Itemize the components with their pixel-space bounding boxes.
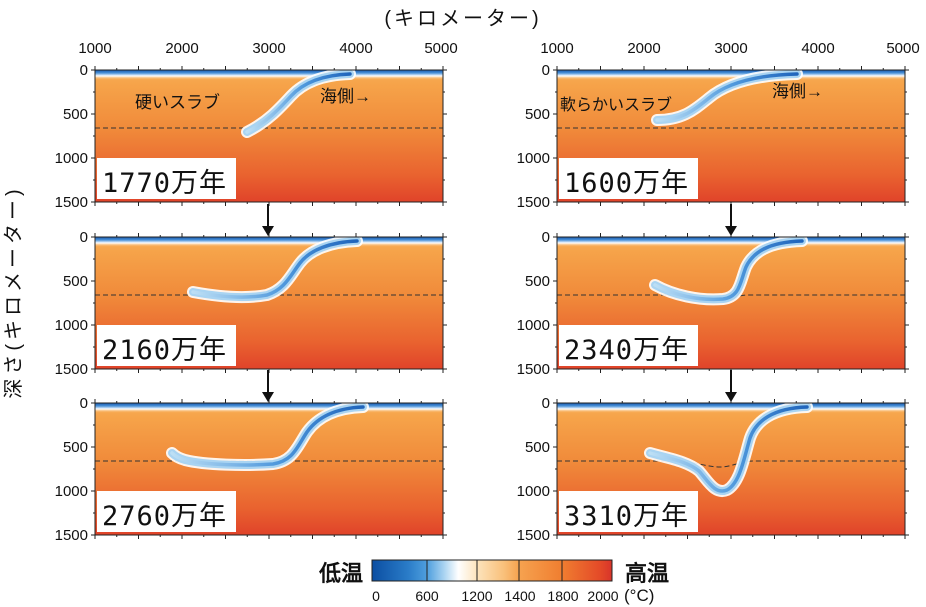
slab-type-label: 軟らかいスラブ	[560, 95, 672, 114]
y-tick-label: 1500	[55, 361, 88, 378]
surface-plate	[95, 237, 443, 247]
surface-plate	[557, 237, 905, 247]
surface-plate	[557, 403, 905, 413]
y-tick-label: 500	[63, 273, 88, 290]
y-tick-label: 0	[80, 62, 88, 79]
slab-core-stroke	[655, 72, 799, 122]
slab	[649, 235, 808, 306]
time-arrow	[725, 204, 737, 236]
slab-core-stroke	[648, 405, 809, 493]
y-tick-label: 0	[542, 62, 550, 79]
time-label-box	[97, 158, 236, 199]
panel-ticks	[553, 399, 909, 539]
colorbar-tick-label: 1200	[461, 588, 492, 604]
surface-plate	[95, 70, 443, 80]
colorbar-low-label: 低温	[318, 561, 363, 586]
panel-hard-slab-3: 2760万年 0 500 1000 1500	[55, 395, 447, 544]
y-tick-label: 1000	[55, 483, 88, 500]
y-tick-label: 1500	[517, 361, 550, 378]
x-tick-label: 2000	[165, 40, 198, 57]
y-tick-label: 500	[63, 439, 88, 456]
x-tick-label: 1000	[78, 40, 111, 57]
time-label: 2160万年	[102, 335, 227, 366]
y-tick-label: 500	[63, 106, 88, 123]
slab	[241, 68, 356, 138]
slab-type-label: 硬いスラブ	[135, 92, 220, 112]
y-tick-label: 0	[80, 395, 88, 412]
y-axis-title: 深さ(キロメーター)	[2, 185, 25, 398]
panel-ticks	[553, 233, 909, 373]
y-tick-label: 0	[80, 229, 88, 246]
y-tick-label: 500	[525, 439, 550, 456]
time-label: 3310万年	[564, 501, 689, 532]
colorbar-high-label: 高温	[625, 561, 669, 586]
y-tick-label: 1000	[517, 317, 550, 334]
x-tick-label: 5000	[424, 40, 457, 57]
x-tick-label: 5000	[886, 40, 919, 57]
y-tick-label: 1500	[55, 527, 88, 544]
x-tick-label: 3000	[252, 40, 285, 57]
x-tick-label: 3000	[714, 40, 747, 57]
x-tick-label: 4000	[339, 40, 372, 57]
y-tick-label: 0	[542, 229, 550, 246]
panel-ticks	[553, 66, 909, 206]
slab-core-stroke	[245, 72, 352, 134]
panel-hard-slab-1: 硬いスラブ 海側→ 1770万年 0 500 1000 1500 1000 2000 300…	[55, 40, 458, 211]
time-label-box	[559, 158, 698, 199]
y-tick-label: 500	[525, 106, 550, 123]
time-arrow	[262, 204, 274, 236]
slab-core-stroke	[653, 239, 804, 302]
panel-ticks	[91, 66, 447, 206]
y-tick-label: 0	[542, 395, 550, 412]
surface-plate	[95, 403, 443, 413]
time-label: 1770万年	[102, 168, 227, 199]
y-tick-label: 1000	[55, 317, 88, 334]
x-tick-label: 2000	[627, 40, 660, 57]
slab	[166, 401, 369, 471]
time-arrow	[262, 370, 274, 402]
ocean-side-label: 海側→	[320, 87, 371, 106]
time-arrow	[725, 370, 737, 402]
time-label: 2340万年	[564, 335, 689, 366]
time-label: 2760万年	[102, 501, 227, 532]
panel-ticks	[91, 399, 447, 539]
time-label: 1600万年	[564, 168, 689, 199]
colorbar-tick-label: 0	[372, 588, 380, 604]
y-tick-label: 1500	[517, 527, 550, 544]
panel-soft-slab-2: 2340万年 0 500 1000 1500	[517, 229, 909, 378]
colorbar-unit: (°C)	[624, 586, 654, 605]
slab	[644, 401, 813, 497]
colorbar-tick-label: 600	[415, 588, 439, 604]
ocean-side-label: 海側→	[772, 82, 823, 101]
colorbar: 低温 高温 0 600 1200 1400 1800 2000 (°C)	[318, 559, 669, 605]
panel-soft-slab-3: 3310万年 0 500 1000 1500	[517, 395, 909, 544]
y-tick-label: 1500	[517, 194, 550, 211]
slab	[187, 235, 363, 304]
surface-plate	[557, 70, 905, 80]
time-label-box	[559, 325, 698, 366]
y-tick-label: 1000	[55, 150, 88, 167]
colorbar-tick-label: 1400	[504, 588, 535, 604]
colorbar-gradient	[371, 559, 613, 582]
x-axis-title: (キロメーター)	[384, 7, 541, 30]
slab-core-stroke	[191, 239, 359, 299]
y-tick-label: 1000	[517, 483, 550, 500]
x-tick-label: 1000	[540, 40, 573, 57]
panel-hard-slab-2: 2160万年 0 500 1000 1500	[55, 229, 447, 378]
y-tick-label: 1000	[517, 150, 550, 167]
slab	[651, 68, 803, 126]
colorbar-tick-label: 1800	[547, 588, 578, 604]
time-label-box	[97, 491, 236, 532]
slab-core-stroke	[170, 405, 365, 467]
x-tick-label: 4000	[801, 40, 834, 57]
y-tick-label: 500	[525, 273, 550, 290]
time-label-box	[97, 325, 236, 366]
colorbar-tick-label: 2000	[587, 588, 618, 604]
y-tick-label: 1500	[55, 194, 88, 211]
panel-soft-slab-1: 軟らかいスラブ 海側→ 1600万年 0 500 1000 1500 1000 2000 3…	[517, 40, 920, 211]
time-label-box	[559, 491, 698, 532]
